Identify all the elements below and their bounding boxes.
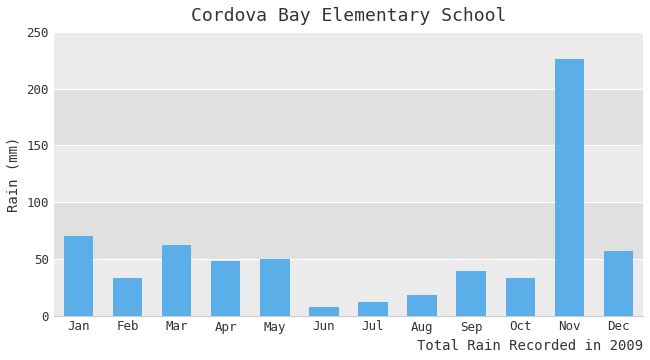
Bar xyxy=(162,245,191,316)
Bar xyxy=(554,59,584,316)
Bar xyxy=(456,271,486,316)
Title: Cordova Bay Elementary School: Cordova Bay Elementary School xyxy=(190,7,506,25)
Bar xyxy=(506,278,535,316)
Bar xyxy=(408,295,437,316)
Bar xyxy=(64,236,93,316)
Bar xyxy=(54,202,643,259)
Bar xyxy=(309,307,339,316)
Bar xyxy=(604,251,633,316)
Bar xyxy=(358,302,388,316)
Bar xyxy=(54,89,643,145)
Y-axis label: Rain (mm): Rain (mm) xyxy=(7,136,21,212)
Bar xyxy=(260,259,289,316)
Bar xyxy=(113,278,142,316)
Bar xyxy=(211,261,240,316)
X-axis label: Total Rain Recorded in 2009: Total Rain Recorded in 2009 xyxy=(417,339,643,353)
